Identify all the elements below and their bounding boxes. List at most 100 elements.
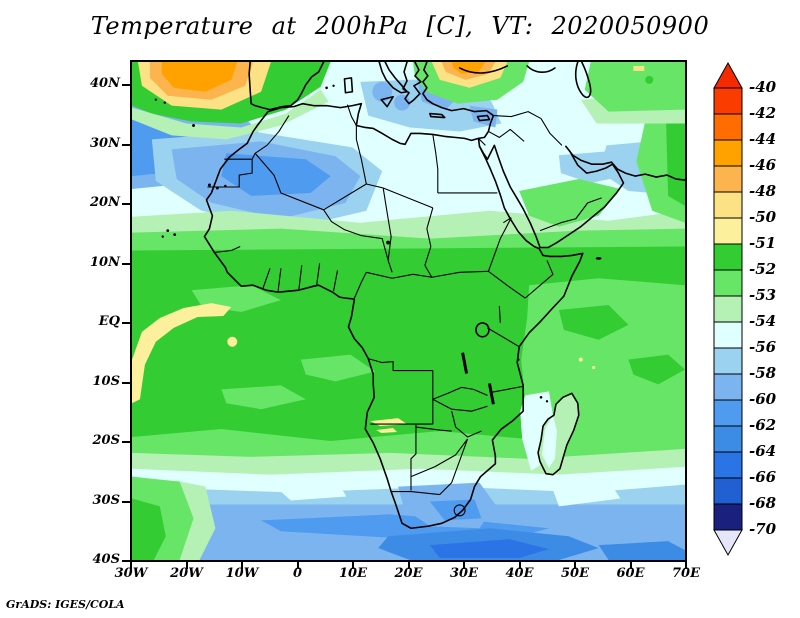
colorbar-label: -42 [749,104,777,122]
colorbar-label: -46 [749,156,777,174]
lon-tick-label: 50E [561,566,589,581]
colorbar-label: -56 [749,338,777,356]
colorbar-label: -64 [749,442,777,460]
lat-tick-label: 20N [90,195,120,210]
caspian-coastline [574,62,592,99]
colorbar-label: -58 [749,364,777,382]
colorbar-segment [713,347,743,375]
black-sea-coastline [458,65,556,74]
italy-coastline [343,62,408,108]
plot-title: Temperature at 200hPa [C], VT: 202005090… [90,12,710,40]
colorbar-label: -52 [749,260,777,278]
africa-coastline [203,102,584,530]
colorbar-segment [713,503,743,531]
colorbar-segment [713,269,743,297]
colorbar-label: -48 [749,182,777,200]
colorbar-label: -66 [749,468,777,486]
lon-tick-label: 20E [394,566,423,581]
lon-tick-mark [518,562,521,569]
lat-tick-mark [122,84,130,86]
colorbar-top-arrow [713,61,743,89]
colorbar-segment [713,373,743,401]
lon-tick-mark [463,562,465,569]
lat-tick-label: 30N [90,135,120,151]
colorbar-label: -60 [749,390,777,408]
lon-tick-label: 0 [292,566,303,581]
lat-tick-label: 20S [92,433,120,448]
lat-tick-mark [122,500,130,503]
colorbar-segment [713,113,743,141]
turkey-levant-coastline [422,62,495,140]
colorbar-label: -51 [749,234,777,252]
lat-tick-label: 40N [90,76,120,91]
colorbar-segment [713,321,743,349]
lake-malawi [487,383,495,405]
madagascar-coastline [537,392,580,476]
lesotho-border [453,504,466,517]
colorbar-segment [713,425,743,453]
lon-tick-mark [629,562,632,569]
lon-tick-label: 20W [170,566,203,581]
africa-temperature-map [132,62,685,560]
map-frame [130,60,687,562]
temperature-field [132,62,685,560]
colorbar: -40 -42 -44 -46 -48 -50 -51 -52 -53 -54 -56 -58 -60 -… [713,61,800,562]
grads-credit: GrADS: IGES/COLA [6,598,125,611]
colorbar-segment [713,217,743,245]
colorbar-segment [713,243,743,271]
lat-tick-label: 30S [92,492,120,508]
lon-tick-label: 10W [225,566,259,581]
lon-tick-label: 40E [505,566,534,581]
colorbar-segment [713,477,743,505]
lat-tick-mark [122,322,130,324]
lon-tick-mark [130,562,132,569]
lon-tick-label: 10E [339,566,367,581]
lon-tick-mark [185,562,188,569]
lon-tick-label: 30W [114,566,148,581]
lat-tick-mark [122,441,130,443]
lat-tick-mark [122,381,130,384]
colorbar-label: -50 [749,208,777,226]
lon-tick-label: 60E [616,566,645,581]
lake-victoria [475,322,490,338]
lon-tick-mark [241,562,243,569]
colorbar-scale [713,61,743,557]
colorbar-label: -40 [749,78,777,96]
greece-coastline [402,62,422,105]
lake-tanganyika [461,352,469,374]
country-borders [207,104,602,517]
colorbar-segment [713,165,743,193]
lat-tick-mark [122,143,130,146]
lon-tick-mark [407,562,410,569]
colorbar-label: -54 [749,312,777,330]
lat-tick-label: 40S [92,552,120,567]
lat-tick-mark [122,262,130,265]
colorbar-label: -44 [749,130,777,148]
lat-tick-mark [122,203,130,205]
arabia-coastline [478,144,685,249]
iberia-coastline [248,62,325,111]
lat-tick-label: 10N [90,254,120,270]
lon-tick-mark [296,562,299,569]
lon-tick-mark [685,562,687,569]
lon-tick-mark [574,562,576,569]
colorbar-label: -53 [749,286,777,304]
lat-tick-label: 10S [92,373,120,389]
lon-tick-label: 70E [672,566,700,581]
colorbar-segment [713,399,743,427]
colorbar-label: -68 [749,494,777,512]
colorbar-segment [713,139,743,167]
lat-tick-label: EQ [98,314,120,329]
colorbar-bottom-arrow [713,529,743,557]
colorbar-segment [713,451,743,479]
lon-tick-mark [352,562,354,569]
colorbar-label: -70 [749,520,777,538]
coastlines [203,62,685,530]
colorbar-segment [713,295,743,323]
colorbar-segment [713,191,743,219]
lon-tick-label: 30E [450,566,478,581]
colorbar-label: -62 [749,416,777,434]
colorbar-segment [713,87,743,115]
lat-tick-mark [122,560,130,562]
